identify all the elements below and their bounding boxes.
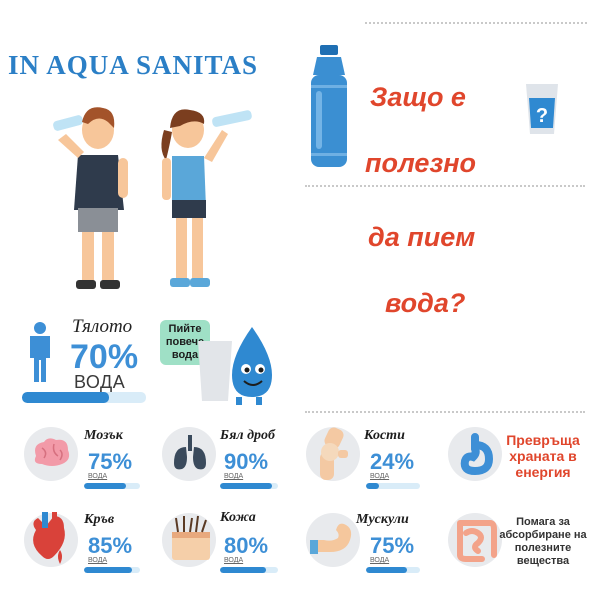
stomach-icon — [460, 433, 494, 475]
organ-name-1: Бял дроб — [220, 428, 276, 443]
organ-name-0: Мозък — [84, 428, 123, 443]
intestine-icon — [457, 520, 497, 562]
svg-text:?: ? — [536, 105, 548, 127]
organ-bar-5 — [366, 567, 420, 573]
body-water-bar-fill — [22, 392, 109, 403]
brand-title: IN AQUA SANITAS — [8, 50, 259, 80]
organ-bar-0 — [84, 483, 140, 489]
brain-icon — [34, 438, 70, 466]
organ-unit-3: ВОДА — [88, 557, 108, 564]
lower-divider — [305, 411, 585, 413]
woman-drinking-icon — [161, 109, 252, 287]
organ-percent-1: 90% — [224, 449, 269, 474]
question-line-4: вода? — [385, 288, 466, 318]
question-line-2: полезно — [365, 148, 477, 178]
heart-icon — [33, 512, 65, 564]
benefit-text-0: Превръща храната в енергия — [506, 432, 580, 480]
water-bottle-icon — [311, 45, 347, 167]
organ-bar-fill-2 — [366, 483, 379, 489]
organ-name-2: Кости — [364, 428, 405, 443]
organ-unit-2: ВОДА — [370, 473, 390, 480]
skin-icon — [172, 515, 210, 560]
organ-bar-4 — [220, 567, 278, 573]
organ-unit-1: ВОДА — [224, 473, 244, 480]
organ-percent-3: 85% — [88, 533, 133, 558]
organ-percent-4: 80% — [224, 533, 269, 558]
question-line-3: да пием — [368, 222, 476, 252]
organ-percent-2: 24% — [370, 449, 415, 474]
organ-bar-fill-0 — [84, 483, 126, 489]
organ-unit-5: ВОДА — [370, 557, 390, 564]
organ-bar-fill-1 — [220, 483, 273, 489]
organ-unit-0: ВОДА — [88, 473, 108, 480]
organ-unit-4: ВОДА — [224, 557, 244, 564]
organ-name-3: Кръв — [84, 512, 115, 527]
question-glass-icon: ? — [526, 84, 558, 134]
organ-bar-2 — [366, 483, 420, 489]
man-drinking-icon — [53, 107, 128, 289]
organ-bar-1 — [220, 483, 278, 489]
body-label: Тялото — [72, 316, 133, 337]
organ-name-5: Мускули — [356, 512, 409, 527]
top-divider — [365, 22, 587, 24]
organ-percent-5: 75% — [370, 533, 415, 558]
muscle-icon — [310, 523, 352, 554]
organ-percent-0: 75% — [88, 449, 133, 474]
organ-bar-3 — [84, 567, 140, 573]
organ-bar-fill-3 — [84, 567, 132, 573]
human-silhouette-icon — [30, 322, 50, 382]
question-line-1: Защо е — [370, 82, 466, 112]
body-water-bar — [22, 392, 146, 403]
organ-name-4: Кожа — [220, 510, 256, 525]
organ-bar-fill-4 — [220, 567, 267, 573]
drink-more-bubble: Пийте повече вода — [160, 320, 210, 365]
organ-bar-fill-5 — [366, 567, 407, 573]
benefit-text-1: Помага за абсорбиране на полезните вещес… — [499, 516, 587, 567]
lungs-icon — [174, 435, 206, 470]
body-water-unit: ВОДА — [74, 372, 126, 392]
water-drop-character-icon — [198, 327, 272, 405]
upper-divider — [305, 185, 585, 187]
body-water-percent: 70% — [70, 338, 139, 376]
bones-icon — [320, 427, 348, 480]
